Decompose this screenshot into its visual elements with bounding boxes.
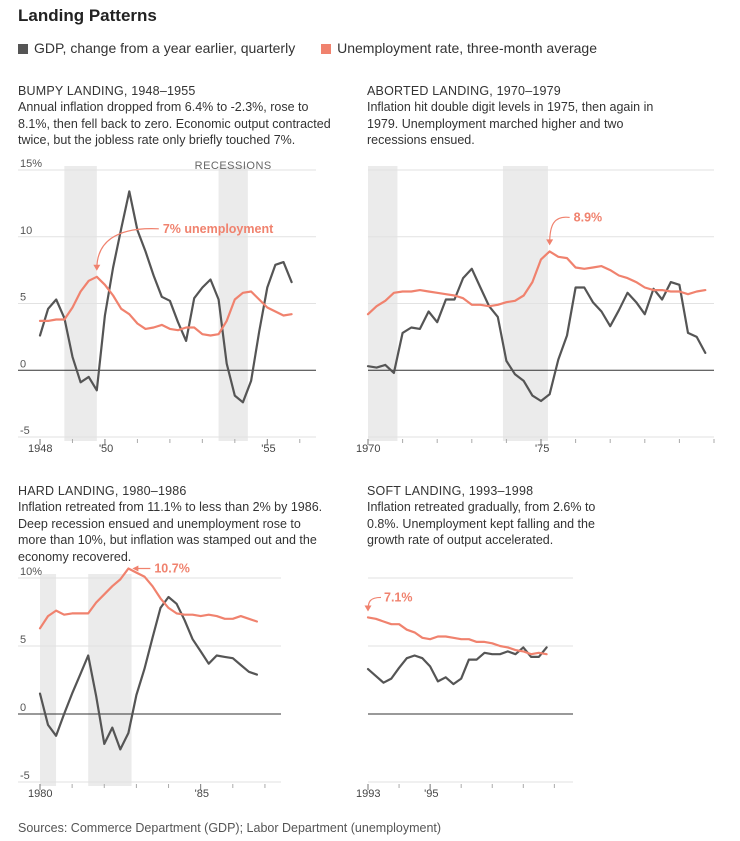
y-tick-label: 5 [20,292,26,304]
panel-title: BUMPY LANDING, 1948–1955 [18,84,196,98]
legend: GDP, change from a year earlier, quarter… [18,40,619,56]
y-tick-label: 0 [20,702,26,714]
x-tick-label: 1993 [356,788,380,800]
annotation-label: 7.1% [384,590,413,604]
x-tick-label: 1980 [28,788,52,800]
panel-title: SOFT LANDING, 1993–1998 [367,484,534,498]
y-tick-label: -5 [20,425,30,437]
panel-header-soft: SOFT LANDING, 1993–1998 Inflation retrea… [367,483,617,549]
y-tick-label: 10 [20,225,32,237]
y-tick-label: 10% [20,566,42,578]
chart-panel-3: 10% 5 0 -5 1980 '85 10.7% [18,561,281,800]
annotation-arrowhead [546,239,554,246]
panel-title: ABORTED LANDING, 1970–1979 [367,84,561,98]
y-tick-label: 15% [20,158,42,170]
legend-swatch-unemployment [321,44,332,54]
panel-header-hard: HARD LANDING, 1980–1986 Inflation retrea… [18,483,328,565]
unemployment-series-line [38,275,293,337]
annotation-arrow-line [96,228,159,269]
annotation-arrow-line [367,596,382,611]
recession-band [88,574,132,786]
annotation-label: 8.9% [574,210,603,224]
chart-title: Landing Patterns [18,6,157,25]
unemployment-series-line [366,250,707,316]
legend-swatch-gdp [18,44,28,54]
annotation-arrowhead [364,605,372,612]
gdp-series-line [38,190,293,404]
gdp-series-line [366,646,548,686]
annotation-label: 7% unemployment [163,222,274,236]
panel-description: Inflation retreated gradually, from 2.6%… [367,500,596,548]
panel-title: HARD LANDING, 1980–1986 [18,484,187,498]
panel-description: Inflation retreated from 11.1% to less t… [18,500,323,564]
x-tick-label: '55 [261,443,275,455]
x-tick-label: '95 [424,788,438,800]
annotation-arrow-line [549,216,570,244]
x-tick-label: 1948 [28,443,52,455]
recessions-label: RECESSIONS [195,160,272,172]
unemployment-series-line [38,567,258,630]
panel-header-bumpy: BUMPY LANDING, 1948–1955 Annual inflatio… [18,83,338,149]
legend-label-gdp: GDP, change from a year earlier, quarter… [34,40,296,56]
source-note: Sources: Commerce Department (GDP); Labo… [18,821,442,835]
gdp-series-line [366,267,707,403]
panel-header-aborted: ABORTED LANDING, 1970–1979 Inflation hit… [367,83,667,149]
recession-band [40,574,57,786]
y-tick-label: 5 [20,634,26,646]
y-tick-label: 0 [20,358,26,370]
unemployment-series-line [366,616,548,656]
legend-item-unemployment: Unemployment rate, three-month average [321,40,597,56]
x-tick-label: '75 [535,443,549,455]
y-tick-label: -5 [20,770,30,782]
panel-description: Annual inflation dropped from 6.4% to -2… [18,100,331,148]
annotation-label: 10.7% [154,561,189,575]
panel-description: Inflation hit double digit levels in 197… [367,100,654,148]
x-tick-label: '50 [99,443,113,455]
x-tick-label: '85 [195,788,209,800]
gdp-series-line [38,595,258,751]
chart-panel-1: 15% 10 5 0 -5 1948 '50 '55 7% unemployment [18,158,316,455]
x-tick-label: 1970 [356,443,380,455]
legend-label-unemployment: Unemployment rate, three-month average [337,40,598,56]
chart-panel-2: 1970 '75 8.9% [356,166,715,455]
chart-panel-4: 1993 '95 7.1% [356,577,573,800]
legend-item-gdp: GDP, change from a year earlier, quarter… [18,40,295,56]
annotation-arrowhead [132,565,139,572]
annotation-arrowhead [93,264,101,271]
